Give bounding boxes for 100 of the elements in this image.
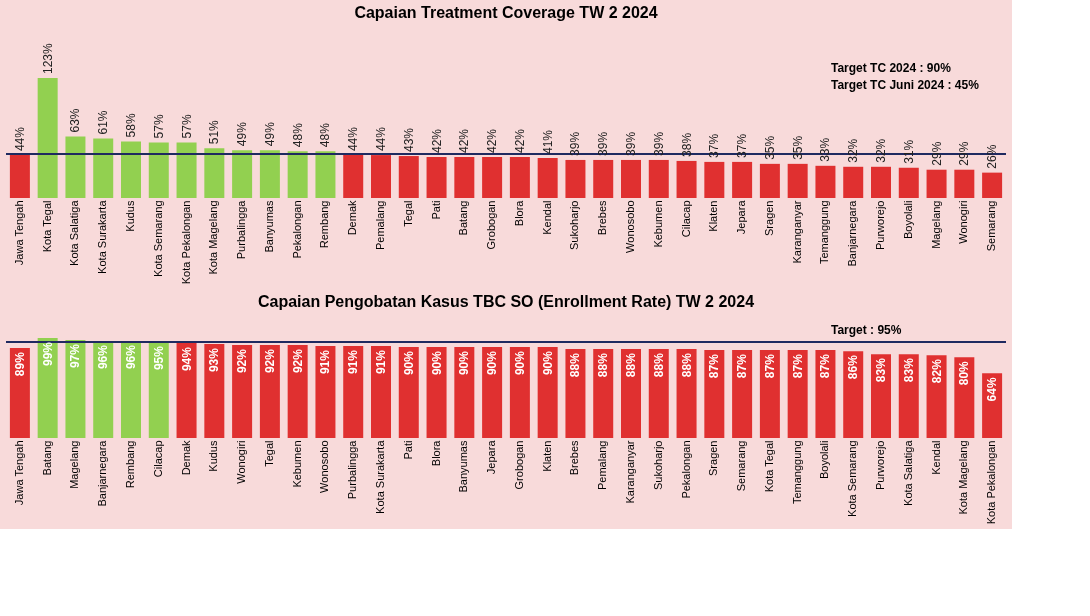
x-tick-label: Cilacap — [151, 440, 164, 478]
data-label: 49% — [235, 121, 250, 147]
data-label: 64% — [985, 377, 1000, 402]
data-label: 95% — [151, 345, 166, 371]
bar — [926, 169, 947, 198]
bar — [787, 350, 808, 438]
x-tick-label: Kebumen — [651, 200, 664, 248]
bar — [65, 340, 86, 438]
data-label: 88% — [624, 352, 638, 378]
bar — [648, 159, 669, 198]
data-label: 37% — [735, 133, 750, 158]
x-tick-label: Kota Surakarta — [96, 199, 109, 274]
data-label: 92% — [235, 348, 250, 374]
data-label: 80% — [957, 360, 972, 386]
chart-title: Capaian Pengobatan Kasus TBC SO (Enrollment Rate) TW 2 2024 — [257, 293, 755, 310]
data-label: 42% — [457, 128, 472, 154]
x-tick-label: Banjarnegara — [96, 439, 109, 507]
x-tick-label: Demak — [346, 200, 359, 236]
data-label: 63% — [68, 108, 83, 133]
x-tick-label: Kota Tegal — [762, 440, 775, 493]
data-label: 90% — [457, 350, 472, 376]
bar — [232, 345, 253, 438]
x-tick-label: Kebumen — [290, 440, 303, 488]
x-tick-label: Grobogan — [485, 200, 498, 250]
bar — [9, 348, 30, 438]
bar — [898, 167, 919, 198]
bar — [509, 347, 530, 438]
x-tick-label: Jepara — [735, 199, 748, 235]
x-tick-label: Karanganyar — [790, 200, 803, 264]
data-label: 39% — [624, 131, 638, 156]
data-label: 39% — [568, 131, 583, 156]
x-tick-label: Boyolali — [901, 200, 914, 240]
data-label: 93% — [207, 347, 222, 373]
x-tick-label: Purworejo — [874, 200, 886, 251]
bar — [704, 350, 725, 438]
bar — [732, 161, 753, 198]
bar — [398, 156, 419, 198]
bar — [759, 350, 780, 438]
bar — [759, 163, 780, 198]
x-tick-label: Kota Surakarta — [374, 439, 386, 514]
x-tick-label: Sukoharjo — [568, 200, 581, 251]
x-tick-label: Banyumas — [457, 440, 470, 493]
x-tick-label: Kendal — [929, 440, 942, 475]
annotation: Target TC Juni 2024 : 45% — [831, 78, 980, 92]
bar — [426, 347, 447, 438]
data-label: 90% — [485, 350, 500, 376]
bar — [843, 351, 864, 438]
bar — [426, 157, 447, 198]
x-tick-label: Temanggung — [818, 200, 831, 265]
data-label: 87% — [735, 353, 750, 379]
data-label: 57% — [179, 114, 194, 139]
data-label: 88% — [596, 352, 611, 378]
x-tick-label: Sukoharjo — [651, 440, 664, 491]
data-label: 83% — [874, 357, 888, 383]
bar — [65, 136, 86, 198]
bar — [593, 349, 614, 438]
bar — [204, 148, 225, 198]
data-label: 26% — [985, 144, 1000, 169]
data-label: 91% — [346, 349, 361, 375]
x-tick-label: Batang — [40, 440, 53, 476]
x-tick-label: Wonosobo — [318, 440, 331, 493]
bar — [621, 159, 641, 198]
bar — [148, 142, 169, 198]
x-tick-label: Semarang — [735, 440, 748, 492]
x-tick-label: Kota Pekalongan — [179, 200, 192, 285]
x-tick-label: Tegal — [401, 200, 414, 227]
x-tick-label: Pemalang — [596, 440, 609, 491]
bar — [176, 343, 197, 438]
data-label: 88% — [679, 352, 694, 378]
text: Target : 95% — [831, 323, 902, 337]
data-label: 35% — [790, 135, 805, 160]
x-tick-label: Sragen — [762, 200, 775, 236]
data-label: 33% — [818, 137, 833, 162]
data-label: 94% — [179, 346, 194, 372]
x-tick-label: Cilacap — [679, 200, 692, 238]
bar — [37, 78, 58, 198]
data-label: 96% — [124, 344, 138, 370]
chart-title: Capaian Treatment Coverage TW 2 2024 — [354, 4, 658, 22]
x-tick-label: Demak — [179, 440, 192, 476]
x-tick-label: Kota Tegal — [40, 200, 53, 253]
bar — [204, 344, 225, 438]
data-label: 42% — [512, 128, 527, 154]
bar — [676, 349, 697, 438]
bar — [482, 157, 503, 198]
bar — [315, 151, 336, 198]
data-label: 91% — [318, 349, 333, 375]
x-tick-label: Brebes — [596, 200, 609, 236]
bar — [871, 166, 891, 198]
data-label: 32% — [846, 138, 861, 163]
x-tick-label: Grobogan — [512, 440, 525, 490]
data-label: 96% — [96, 344, 111, 370]
bar — [954, 357, 975, 438]
x-tick-label: Banjarnegara — [846, 199, 859, 267]
x-tick-label: Rembang — [124, 440, 136, 489]
bar — [315, 346, 336, 438]
x-tick-label: Kudus — [207, 440, 220, 472]
data-label: 88% — [568, 352, 583, 378]
x-tick-label: Purbalingga — [235, 199, 248, 260]
bar — [371, 155, 391, 198]
x-tick-label: Rembang — [318, 200, 331, 249]
